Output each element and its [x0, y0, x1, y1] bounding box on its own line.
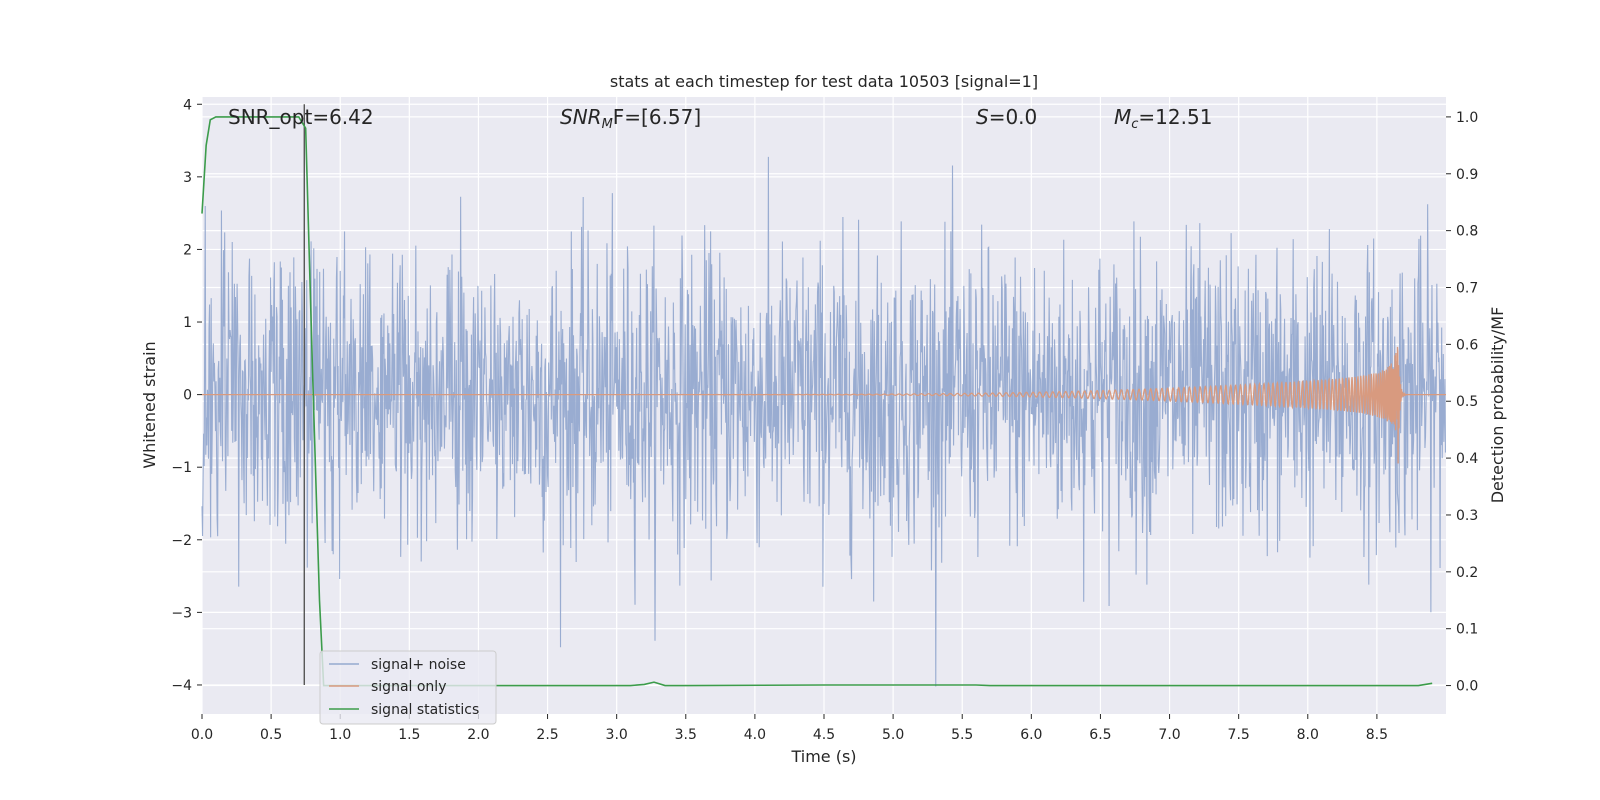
annotation-snr-opt: SNR_opt=6.42: [228, 105, 374, 129]
y2-tick-label: 1.0: [1456, 110, 1478, 126]
y-tick-label: 0: [183, 388, 192, 404]
annotation-mc-rest: =12.51: [1138, 105, 1212, 129]
annotation-s-rest: =0.0: [989, 105, 1038, 129]
legend-label-statistics: signal statistics: [371, 702, 479, 718]
x-tick-label: 5.0: [882, 727, 904, 743]
y-tick-label: −4: [171, 678, 192, 694]
y2-tick-label: 0.0: [1456, 679, 1478, 695]
series-signal-noise: [201, 156, 1447, 687]
x-tick-label: 0.0: [191, 727, 213, 743]
y2-axis-label: Detection probability/MF: [1488, 307, 1507, 504]
y-tick-label: 2: [183, 242, 192, 258]
x-tick-label: 8.0: [1297, 727, 1319, 743]
series-signal-only: [202, 346, 1446, 464]
legend-label-noise: signal+ noise: [371, 657, 466, 673]
legend-label-signal: signal only: [371, 679, 446, 695]
annotation-snr-mf-sub: M: [602, 117, 613, 132]
x-tick-label: 3.0: [606, 727, 628, 743]
x-tick-label: 4.0: [744, 727, 766, 743]
y2-tick-label: 0.1: [1456, 622, 1478, 638]
y-axis-label: Whitened strain: [140, 341, 159, 468]
y2-tick-label: 0.9: [1456, 167, 1478, 183]
x-tick-label: 7.0: [1158, 727, 1180, 743]
y2-tick-label: 0.6: [1456, 337, 1478, 353]
x-tick-label: 0.5: [260, 727, 282, 743]
y2-tick-label: 0.3: [1456, 508, 1478, 524]
x-tick-label: 7.5: [1228, 727, 1250, 743]
y-tick-label: −1: [171, 460, 192, 476]
x-tick-label: 1.0: [329, 727, 351, 743]
annotation-s-italic: S: [976, 105, 989, 129]
annotation-s: S=0.0: [976, 105, 1037, 129]
y-tick-label: 3: [183, 170, 192, 186]
x-tick-label: 2.0: [467, 727, 489, 743]
x-tick-label: 6.5: [1089, 727, 1111, 743]
x-tick-label: 5.5: [951, 727, 973, 743]
y2-tick-label: 0.5: [1456, 394, 1478, 410]
y-tick-label: −2: [171, 533, 192, 549]
legend: signal+ noise signal only signal statist…: [319, 650, 497, 725]
y2-tick-label: 0.2: [1456, 565, 1478, 581]
y2-tick-label: 0.4: [1456, 451, 1478, 467]
y-tick-label: 4: [183, 97, 192, 113]
legend-box: [319, 650, 497, 725]
annotation-snr-mf: SNRMF=[6.57]: [560, 105, 701, 132]
x-tick-label: 6.0: [1020, 727, 1042, 743]
x-tick-label: 8.5: [1366, 727, 1388, 743]
annotation-snr-mf-base: SNR: [560, 105, 602, 129]
chart-title: stats at each timestep for test data 105…: [610, 72, 1038, 91]
y-tick-label: 1: [183, 315, 192, 331]
annotation-snr-mf-rest: F=[6.57]: [613, 105, 701, 129]
x-axis-label: Time (s): [790, 747, 856, 766]
annotation-mc-base: M: [1114, 105, 1131, 129]
annotation-mc: Mc=12.51: [1114, 105, 1212, 132]
x-tick-label: 1.5: [398, 727, 420, 743]
y2-tick-label: 0.8: [1456, 224, 1478, 240]
y2-tick-label: 0.7: [1456, 281, 1478, 297]
ticks-layer: 0.0 0.5 1.0 1.5 2.0 2.5 3.0 3.5 4.0 4.5 5.0 5.5 6.0 6…: [171, 97, 1478, 743]
x-tick-label: 3.5: [675, 727, 697, 743]
annotation-mc-sub: c: [1131, 117, 1138, 132]
x-tick-label: 2.5: [536, 727, 558, 743]
y-tick-label: −3: [171, 605, 192, 621]
x-tick-label: 4.5: [813, 727, 835, 743]
